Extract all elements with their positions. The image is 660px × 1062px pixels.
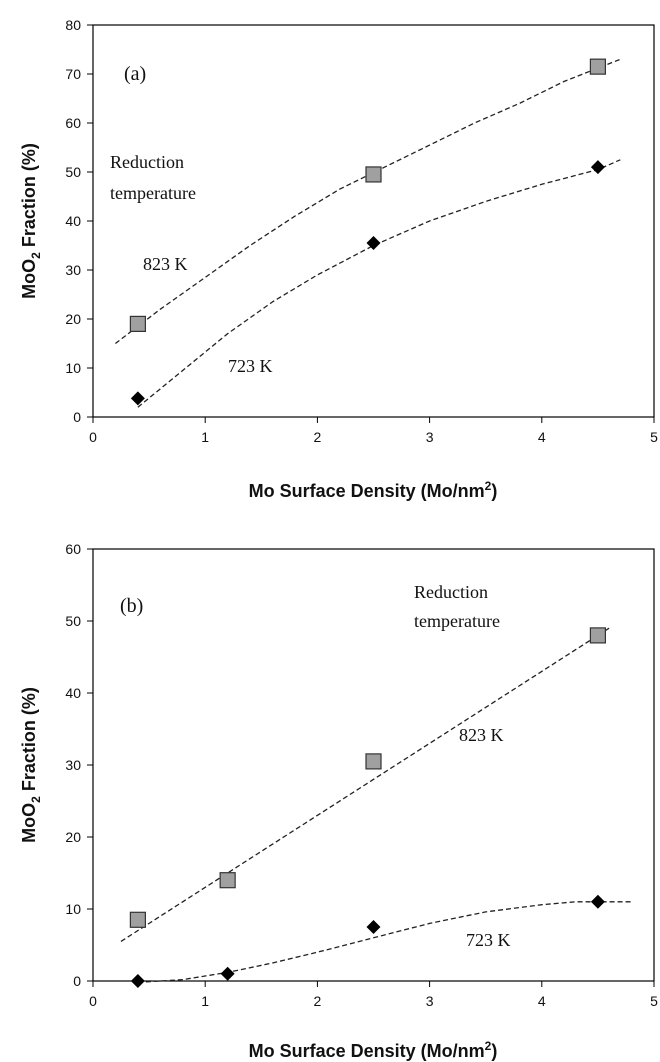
y-tick-label: 0 (73, 973, 81, 989)
data-point-723k (130, 391, 145, 406)
data-point-823k (129, 911, 146, 928)
y-tick-label: 20 (65, 311, 81, 327)
fit-curves-b (120, 627, 632, 984)
x-axis-title-b: Mo Surface Density (Mo/nm2) (249, 1039, 498, 1061)
y-tick-label: 30 (65, 262, 81, 278)
y-tick-label: 80 (65, 17, 81, 33)
x-tick-label: 0 (89, 993, 97, 1009)
y-tick-label: 40 (65, 213, 81, 229)
data-markers-b (129, 627, 607, 988)
series-label-723k-b: 723 K (466, 930, 511, 950)
fit-curve-823k (120, 627, 610, 942)
data-point-723k (590, 894, 605, 909)
y-tick-label: 0 (73, 409, 81, 425)
series-label-823k-a: 823 K (143, 254, 188, 274)
data-point-823k (129, 315, 146, 332)
fit-curves-a (115, 58, 621, 408)
y-tick-label: 60 (65, 541, 81, 557)
plot-frame-a (92, 24, 655, 418)
fit-curve-723k (137, 159, 621, 408)
panel-label-a: (a) (124, 63, 146, 85)
data-point-823k (589, 58, 607, 75)
data-point-723k (366, 920, 381, 934)
panel-label-b: (b) (120, 595, 143, 617)
y-axis-title-a: MoO2 Fraction (%) (19, 143, 43, 299)
x-tick-label: 1 (201, 993, 209, 1009)
x-tick-label: 3 (426, 993, 434, 1009)
x-axis-title-a: Mo Surface Density (Mo/nm2) (249, 479, 498, 501)
x-tick-label: 2 (314, 993, 322, 1009)
fit-curve-823k (115, 58, 621, 345)
x-tick-label: 4 (538, 429, 546, 445)
x-tick-label: 1 (201, 429, 209, 445)
y-tick-label: 50 (65, 613, 81, 629)
annotation-line1-b: Reduction (414, 582, 488, 602)
y-tick-label: 30 (65, 757, 81, 773)
y-tick-label: 10 (65, 901, 81, 917)
data-point-823k (365, 753, 382, 770)
data-point-823k (589, 627, 607, 644)
x-tick-label: 4 (538, 993, 546, 1009)
y-tick-label: 40 (65, 685, 81, 701)
data-point-723k (590, 160, 605, 175)
data-point-823k (219, 872, 236, 889)
annotation-line2-b: temperature (414, 611, 500, 631)
y-tick-label: 70 (65, 66, 81, 82)
series-label-723k-a: 723 K (228, 356, 273, 376)
data-point-723k (220, 966, 235, 981)
annotation-line2-a: temperature (110, 183, 196, 203)
y-tick-label: 50 (65, 164, 81, 180)
y-tick-label: 10 (65, 360, 81, 376)
y-axis-title-b: MoO2 Fraction (%) (19, 687, 43, 843)
x-tick-label: 2 (314, 429, 322, 445)
data-point-723k (366, 236, 381, 251)
data-point-823k (365, 166, 382, 183)
y-tick-label: 20 (65, 829, 81, 845)
x-tick-label: 0 (89, 429, 97, 445)
series-label-823k-b: 823 K (459, 725, 504, 745)
x-tick-label: 3 (426, 429, 434, 445)
fit-curve-723k (137, 901, 632, 984)
y-tick-label: 60 (65, 115, 81, 131)
data-markers-a (129, 58, 607, 406)
x-tick-label: 5 (650, 993, 658, 1009)
x-tick-label: 5 (650, 429, 658, 445)
data-point-723k (130, 974, 145, 988)
annotation-line1-a: Reduction (110, 152, 184, 172)
